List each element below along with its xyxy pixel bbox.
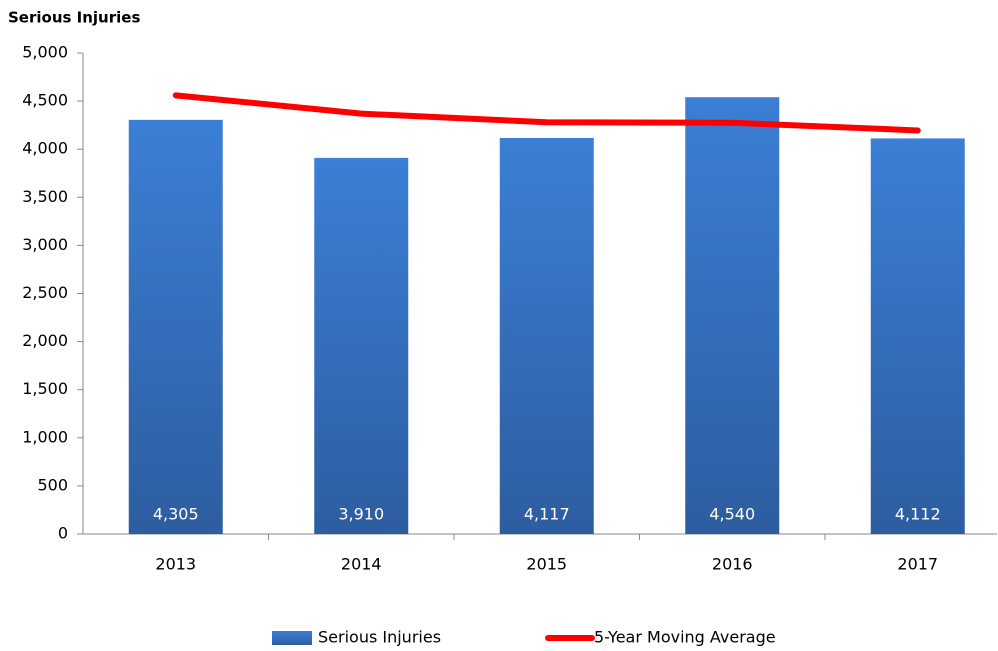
- bar: [499, 137, 594, 535]
- y-tick-label: 4,000: [22, 139, 68, 158]
- y-tick-label: 3,000: [22, 235, 68, 254]
- y-tick-label: 4,500: [22, 91, 68, 110]
- y-tick-label: 3,500: [22, 187, 68, 206]
- x-tick-label: 2016: [712, 555, 753, 574]
- data-label: 3,910: [338, 505, 384, 524]
- data-label: 4,305: [153, 505, 199, 524]
- x-tick-label: 2017: [897, 555, 938, 574]
- x-tick-label: 2013: [155, 555, 196, 574]
- data-label: 4,540: [709, 505, 755, 524]
- x-tick-label: 2015: [526, 555, 567, 574]
- y-tick-label: 2,000: [22, 331, 68, 350]
- data-label: 4,117: [524, 505, 570, 524]
- y-tick-label: 5,000: [22, 43, 68, 62]
- y-tick-label: 1,500: [22, 379, 68, 398]
- x-tick-label: 2014: [341, 555, 382, 574]
- chart-title: Serious Injuries: [8, 9, 140, 27]
- y-tick-label: 1,000: [22, 427, 68, 446]
- legend-swatch: [272, 631, 312, 645]
- data-label: 4,112: [895, 505, 941, 524]
- bar: [128, 119, 223, 534]
- y-tick-label: 2,500: [22, 283, 68, 302]
- y-tick-label: 0: [58, 524, 68, 543]
- bar: [314, 157, 409, 534]
- legend-label: 5-Year Moving Average: [594, 628, 776, 647]
- bar: [870, 138, 965, 534]
- legend-label: Serious Injuries: [318, 628, 441, 647]
- line: [172, 92, 921, 134]
- bar: [685, 97, 780, 534]
- y-tick-label: 500: [37, 475, 68, 494]
